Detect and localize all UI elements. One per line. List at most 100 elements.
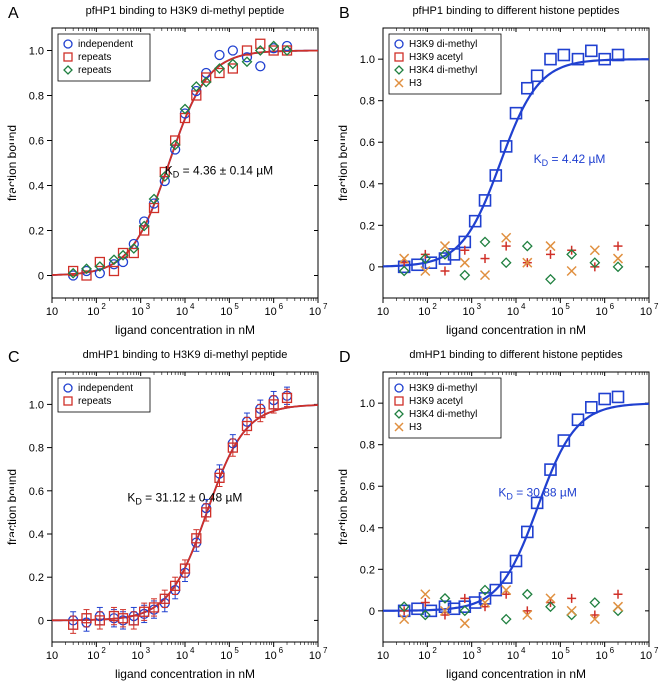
chart-svg: CdmHP1 binding to H3K9 di-methyl peptide… (0, 344, 330, 688)
svg-text:pfHP1 binding to different his: pfHP1 binding to different histone pepti… (412, 5, 620, 17)
svg-text:5: 5 (234, 646, 239, 655)
svg-text:1.0: 1.0 (29, 399, 44, 411)
svg-text:0.6: 0.6 (359, 137, 374, 149)
svg-text:dmHP1 binding to H3K9 di-methy: dmHP1 binding to H3K9 di-methyl peptide (83, 349, 288, 361)
svg-text:10: 10 (309, 650, 321, 662)
svg-text:10: 10 (462, 306, 474, 318)
svg-text:10: 10 (376, 306, 388, 318)
svg-text:0: 0 (38, 271, 44, 283)
chart-svg: DdmHP1 binding to different histone pept… (331, 344, 661, 688)
svg-text:0.8: 0.8 (29, 443, 44, 455)
svg-text:repeats: repeats (78, 52, 111, 63)
svg-text:10: 10 (265, 650, 277, 662)
svg-text:independent: independent (78, 39, 133, 50)
svg-text:0.4: 0.4 (29, 529, 44, 541)
svg-text:10: 10 (506, 306, 518, 318)
svg-text:ligand concentration in nM: ligand concentration in nM (115, 667, 255, 681)
svg-text:10: 10 (220, 306, 232, 318)
chart-svg: ApfHP1 binding to H3K9 di-methyl peptide… (0, 0, 330, 344)
svg-text:10: 10 (176, 306, 188, 318)
svg-text:6: 6 (279, 302, 284, 311)
svg-text:B: B (339, 5, 350, 22)
svg-text:1.0: 1.0 (359, 398, 374, 410)
svg-text:0.4: 0.4 (359, 523, 374, 535)
svg-text:0.6: 0.6 (29, 136, 44, 148)
svg-text:0.8: 0.8 (29, 91, 44, 103)
svg-text:10: 10 (309, 306, 321, 318)
svg-text:H3K9 di-methyl: H3K9 di-methyl (409, 39, 477, 50)
svg-text:6: 6 (609, 302, 614, 311)
svg-text:0.8: 0.8 (359, 440, 374, 452)
svg-text:H3K9 acetyl: H3K9 acetyl (409, 396, 463, 407)
svg-text:7: 7 (323, 646, 328, 655)
svg-text:4: 4 (190, 302, 195, 311)
svg-text:0: 0 (368, 262, 374, 274)
svg-text:0.2: 0.2 (29, 572, 44, 584)
svg-text:10: 10 (132, 306, 144, 318)
svg-text:10: 10 (595, 650, 607, 662)
svg-text:pfHP1 binding to H3K9 di-methy: pfHP1 binding to H3K9 di-methyl peptide (86, 5, 285, 17)
svg-text:4: 4 (521, 646, 526, 655)
svg-text:10: 10 (639, 306, 651, 318)
svg-text:ligand concentration in nM: ligand concentration in nM (115, 323, 255, 337)
svg-text:2: 2 (101, 646, 106, 655)
svg-text:10: 10 (220, 650, 232, 662)
svg-text:1.0: 1.0 (29, 46, 44, 58)
svg-text:2: 2 (101, 302, 106, 311)
svg-text:10: 10 (506, 650, 518, 662)
svg-text:A: A (8, 5, 19, 22)
svg-text:dmHP1 binding to different his: dmHP1 binding to different histone pepti… (409, 349, 623, 361)
svg-text:H3K4 di-methyl: H3K4 di-methyl (409, 65, 477, 76)
svg-text:H3: H3 (409, 422, 422, 433)
svg-text:6: 6 (279, 646, 284, 655)
svg-text:independent: independent (78, 383, 133, 394)
panel-b: BpfHP1 binding to different histone pept… (331, 0, 661, 344)
svg-text:H3K9 acetyl: H3K9 acetyl (409, 52, 463, 63)
svg-text:repeats: repeats (78, 396, 111, 407)
svg-text:10: 10 (418, 306, 430, 318)
svg-text:7: 7 (654, 302, 659, 311)
svg-text:10: 10 (46, 650, 58, 662)
svg-text:0.4: 0.4 (359, 179, 374, 191)
svg-text:KD = 4.36 ± 0.14 µM: KD = 4.36 ± 0.14 µM (165, 163, 273, 179)
svg-text:H3K4 di-methyl: H3K4 di-methyl (409, 409, 477, 420)
svg-text:repeats: repeats (78, 65, 111, 76)
svg-text:3: 3 (146, 646, 151, 655)
svg-text:0.8: 0.8 (359, 96, 374, 108)
chart-svg: BpfHP1 binding to different histone pept… (331, 0, 661, 344)
svg-text:3: 3 (476, 646, 481, 655)
svg-text:KD = 31.12 ± 0.48 µM: KD = 31.12 ± 0.48 µM (127, 491, 242, 507)
svg-text:5: 5 (565, 302, 570, 311)
svg-text:10: 10 (46, 306, 58, 318)
svg-text:H3: H3 (409, 78, 422, 89)
panel-d: DdmHP1 binding to different histone pept… (331, 344, 661, 688)
svg-text:0.2: 0.2 (29, 226, 44, 238)
svg-text:10: 10 (551, 306, 563, 318)
svg-text:ligand concentration in nM: ligand concentration in nM (445, 667, 585, 681)
svg-text:3: 3 (476, 302, 481, 311)
svg-text:D: D (339, 349, 351, 366)
svg-text:10: 10 (87, 306, 99, 318)
svg-text:7: 7 (654, 646, 659, 655)
svg-text:10: 10 (87, 650, 99, 662)
svg-text:10: 10 (376, 650, 388, 662)
svg-text:0.2: 0.2 (359, 564, 374, 576)
svg-text:4: 4 (190, 646, 195, 655)
svg-text:10: 10 (132, 650, 144, 662)
svg-text:0.6: 0.6 (29, 486, 44, 498)
svg-text:0.2: 0.2 (359, 220, 374, 232)
svg-text:2: 2 (432, 302, 437, 311)
figure-grid: ApfHP1 binding to H3K9 di-methyl peptide… (0, 0, 661, 688)
panel-a: ApfHP1 binding to H3K9 di-methyl peptide… (0, 0, 331, 344)
svg-text:0: 0 (38, 615, 44, 627)
svg-text:5: 5 (234, 302, 239, 311)
svg-text:10: 10 (265, 306, 277, 318)
svg-text:10: 10 (462, 650, 474, 662)
svg-text:3: 3 (146, 302, 151, 311)
svg-text:0.4: 0.4 (29, 181, 44, 193)
svg-text:10: 10 (176, 650, 188, 662)
svg-text:10: 10 (595, 306, 607, 318)
svg-text:10: 10 (418, 650, 430, 662)
panel-c: CdmHP1 binding to H3K9 di-methyl peptide… (0, 344, 331, 688)
svg-text:H3K9 di-methyl: H3K9 di-methyl (409, 383, 477, 394)
